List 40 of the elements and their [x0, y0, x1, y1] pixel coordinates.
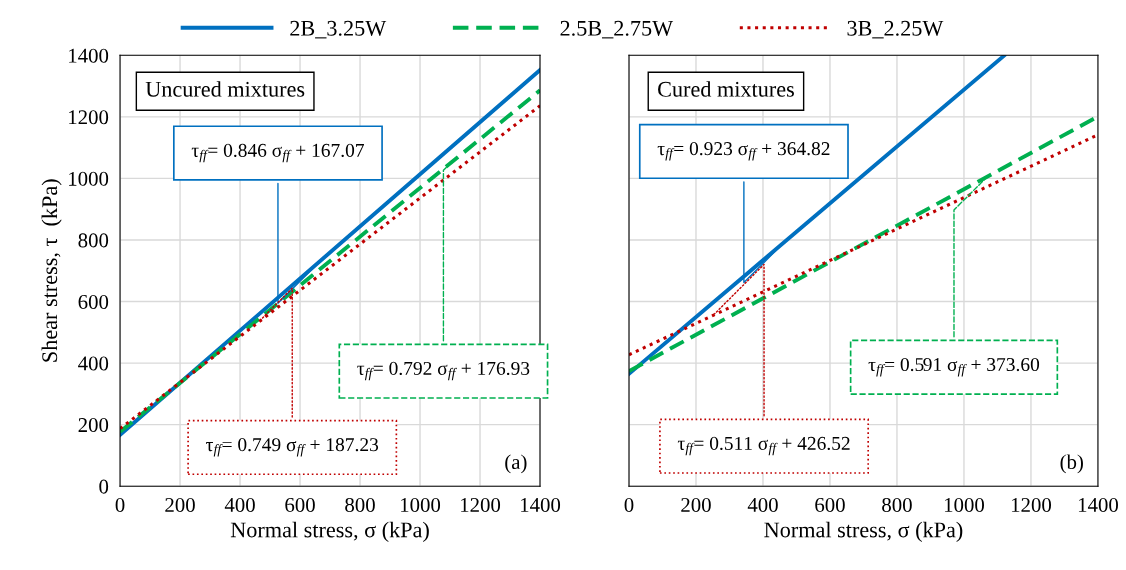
x-tick-label: 800: [345, 497, 375, 512]
x-tick-label: 800: [882, 497, 912, 512]
legend-label: 2.5B_2.75W: [560, 20, 674, 39]
annotation: τ$_{ff}$= 0.846 σ$_{ff}$ + 167.07: [191, 143, 364, 163]
y-tick-label: 600: [78, 294, 109, 309]
y-tick-label: 400: [78, 356, 109, 371]
x-tick-label: 0: [115, 497, 125, 512]
x-axis-title: Normal stress, σ (kPa): [230, 521, 429, 542]
x-tick-label: 1000: [944, 497, 985, 512]
y-tick-label: 1400: [69, 48, 109, 63]
annotation: τ$_{ff}$= 0.923 σ$_{ff}$ + 364.82: [657, 142, 830, 161]
annotation: τ$_{ff}$= 0.511 σ$_{ff}$ + 426.52: [677, 436, 850, 456]
y-tick-label: 1000: [69, 171, 109, 186]
legend-label: 3B_2.25W: [847, 20, 944, 39]
y-axis-title: Shear stress, τ (kPa): [41, 179, 62, 362]
annotation: Cured mixtures: [658, 81, 794, 97]
x-tick-label: 1400: [521, 497, 561, 512]
annotation: τ$_{ff}$= 0.749 σ$_{ff}$ + 187.23: [206, 438, 379, 457]
y-tick-label: 800: [78, 233, 109, 248]
x-tick-label: 400: [224, 497, 255, 512]
x-tick-label: 1200: [461, 497, 501, 512]
x-axis-title: Normal stress, σ (kPa): [764, 521, 963, 542]
x-tick-label: 600: [815, 497, 845, 512]
x-tick-label: 200: [165, 497, 195, 512]
annotation: (a): [505, 454, 527, 474]
x-tick-label: 600: [285, 497, 315, 512]
y-tick-label: 1200: [69, 110, 109, 125]
x-tick-label: 1200: [1011, 497, 1051, 512]
annotation: τ$_{ff}$= 0.792 σ$_{ff}$ + 176.93: [357, 361, 530, 381]
y-tick-label: 0: [99, 479, 109, 494]
annotation: (b): [1060, 454, 1083, 474]
x-tick-label: 1400: [1078, 497, 1118, 512]
legend-label: 2B_3.25W: [290, 20, 387, 39]
x-tick-label: 200: [681, 497, 711, 512]
x-tick-label: 400: [747, 497, 778, 512]
x-tick-label: 0: [624, 497, 634, 512]
y-tick-label: 200: [78, 418, 109, 433]
annotation: Uncured mixtures: [145, 81, 305, 97]
annotation: τ$_{ff}$= 0.591 σ$_{ff}$ + 373.60: [868, 357, 1040, 377]
x-tick-label: 1000: [401, 497, 441, 512]
